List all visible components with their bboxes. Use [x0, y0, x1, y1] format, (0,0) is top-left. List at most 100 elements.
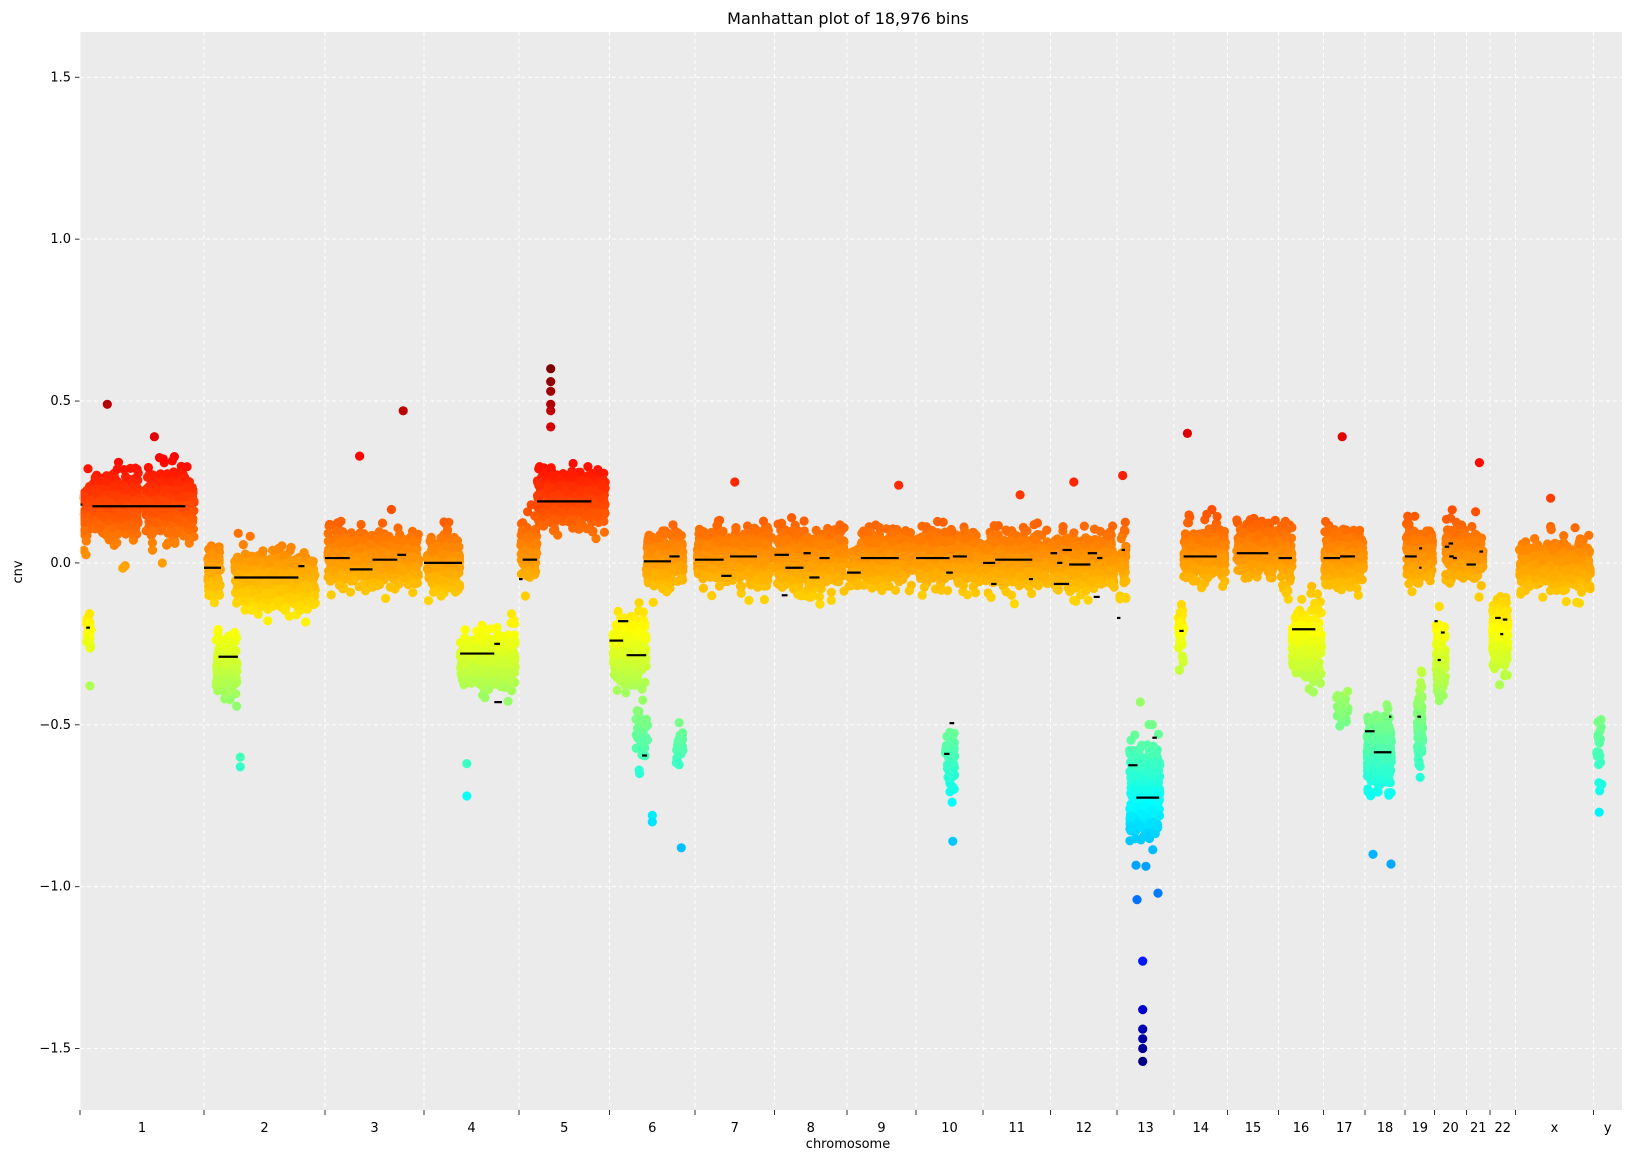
bin-point — [408, 587, 418, 598]
bin-point — [79, 491, 89, 501]
bin-point — [83, 464, 93, 474]
bin-point — [396, 565, 406, 575]
bin-point — [95, 508, 105, 519]
bin-point — [147, 545, 158, 555]
bin-point — [411, 562, 421, 572]
bin-point — [181, 491, 191, 502]
bin-point — [275, 585, 285, 595]
bin-point — [132, 513, 142, 524]
bin-point — [238, 540, 248, 550]
bin-point — [615, 660, 625, 670]
bin-point — [104, 532, 114, 542]
bin-point — [369, 549, 379, 559]
bin-point — [588, 526, 598, 536]
bin-point — [83, 637, 93, 647]
bin-point — [263, 616, 273, 626]
bin-point — [567, 472, 577, 482]
bin-point — [357, 580, 367, 590]
bin-point — [594, 508, 604, 518]
bin-point — [125, 510, 135, 520]
bin-point — [501, 668, 511, 678]
bin-point — [145, 474, 155, 484]
bin-point — [493, 630, 503, 640]
bin-point — [465, 674, 475, 684]
bin-point — [204, 590, 214, 601]
bin-point — [442, 525, 453, 535]
bin-point — [345, 538, 355, 548]
bin-point — [261, 589, 271, 600]
bin-point — [615, 672, 626, 682]
bin-point — [148, 508, 158, 518]
bin-point — [659, 529, 669, 539]
bin-point — [480, 693, 490, 703]
bin-point — [170, 538, 180, 549]
bin-point — [597, 481, 607, 491]
bin-point — [410, 553, 421, 563]
bin-point — [213, 666, 223, 676]
bin-point — [460, 625, 470, 635]
bin-point — [652, 551, 662, 561]
bin-point — [81, 536, 91, 546]
bin-point — [85, 609, 95, 619]
bin-point — [520, 591, 531, 601]
bin-point — [132, 483, 143, 493]
bin-point — [583, 477, 593, 487]
bin-point — [517, 526, 527, 536]
bin-point — [324, 519, 334, 530]
bin-point — [133, 468, 143, 478]
bin-point — [737, 581, 747, 591]
bin-point — [259, 579, 269, 589]
bin-point — [307, 556, 317, 566]
bin-point — [632, 706, 642, 716]
bin-point — [273, 597, 283, 608]
bin-point — [634, 598, 644, 608]
bin-point — [122, 484, 132, 494]
bin-point — [278, 550, 289, 560]
bin-point — [105, 498, 115, 508]
bin-point — [668, 520, 678, 530]
bin-point — [449, 570, 459, 580]
bin-point — [649, 533, 659, 543]
bin-point — [538, 520, 548, 530]
bin-point — [356, 519, 366, 530]
bin-point — [81, 517, 91, 527]
bin-point — [639, 717, 649, 727]
bin-point — [108, 482, 118, 492]
bin-point — [678, 734, 688, 745]
bin-point — [225, 642, 236, 652]
bin-point — [520, 545, 530, 555]
bin-point — [214, 675, 224, 685]
bin-point — [718, 526, 728, 537]
bin-point — [548, 483, 558, 493]
bin-point — [385, 582, 395, 592]
bin-point — [573, 524, 583, 534]
bin-point — [291, 574, 301, 584]
bin-point — [576, 486, 586, 496]
bin-point — [154, 453, 165, 463]
bin-point — [208, 550, 219, 560]
bin-point — [676, 530, 687, 541]
bin-point — [621, 688, 631, 698]
bin-point — [143, 496, 153, 506]
bin-point — [348, 576, 358, 586]
bin-point — [676, 560, 686, 570]
bin-point — [489, 653, 499, 663]
bin-point — [540, 467, 551, 477]
bin-point — [230, 561, 240, 571]
bin-point — [306, 597, 316, 607]
bin-point — [386, 504, 396, 515]
bin-point — [301, 617, 311, 627]
bin-point — [375, 579, 385, 590]
bin-point — [133, 497, 143, 507]
bin-point — [610, 631, 620, 641]
bin-point — [458, 642, 468, 653]
bin-point — [119, 465, 129, 475]
bin-point — [258, 546, 268, 556]
bin-point — [503, 696, 513, 706]
bin-point — [634, 606, 644, 616]
bin-point — [613, 621, 623, 631]
bin-point — [461, 657, 471, 667]
bin-point — [167, 456, 177, 466]
bin-point — [148, 528, 158, 538]
